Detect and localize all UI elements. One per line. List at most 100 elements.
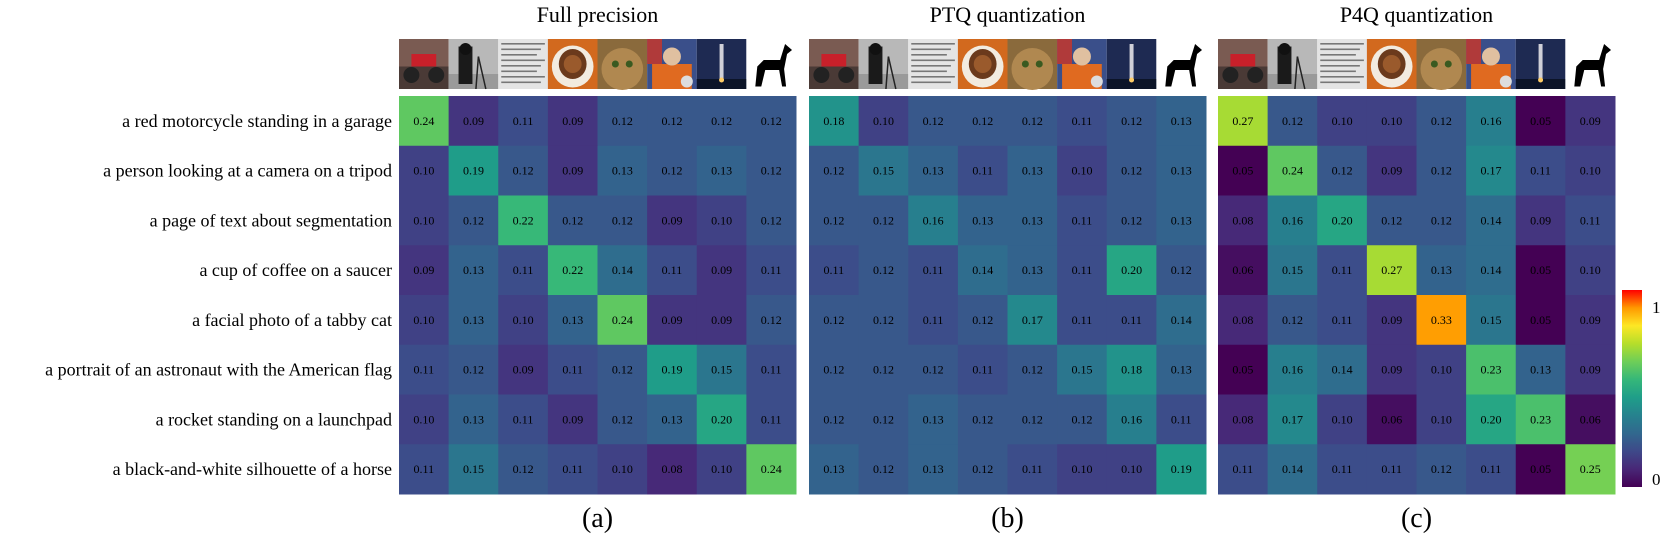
heatmap-cell [1057,444,1108,495]
cell-value-label: 0.05 [1530,114,1551,128]
heatmap-cell [1515,96,1566,147]
panel-caption: (a) [582,503,613,534]
cell-value-label: 0.13 [1022,213,1043,227]
cell-value-label: 0.09 [1530,213,1551,227]
cell-value-label: 0.11 [513,263,534,277]
heatmap-cell [647,245,698,296]
cell-value-label: 0.10 [1431,412,1452,426]
heatmap-cell [1416,344,1467,395]
heatmap-cell [1366,245,1417,296]
heatmap-cell [908,245,959,296]
cell-value-label: 0.19 [1171,462,1192,476]
heatmap-cell [597,145,648,196]
cell-value-label: 0.12 [1171,263,1192,277]
heatmap-cell [696,295,747,346]
rocket-thumbnail [696,39,747,89]
cell-value-label: 0.12 [661,114,682,128]
row-labels: a red motorcycle standing in a garage a p… [45,111,392,479]
heatmap-cell [1106,295,1157,346]
cell-value-label: 0.15 [1480,313,1501,327]
heatmap-cell [399,96,450,147]
cell-value-label: 0.13 [661,412,682,426]
cell-value-label: 0.12 [1121,164,1142,178]
cell-value-label: 0.11 [1121,313,1142,327]
cell-value-label: 0.09 [711,313,732,327]
cell-value-label: 0.15 [1282,263,1303,277]
heatmap-cell [399,145,450,196]
cell-value-label: 0.13 [1171,213,1192,227]
cell-value-label: 0.09 [661,313,682,327]
cell-value-label: 0.10 [1381,114,1402,128]
heatmap-cell [696,394,747,445]
colorbar: 1 0 [1622,290,1660,489]
cell-value-label: 0.16 [923,213,944,227]
cell-value-label: 0.12 [1282,313,1303,327]
heatmap-cell [647,145,698,196]
heatmap-cell [1057,96,1108,147]
heatmap-cell [809,344,860,395]
heatmap-cell [1156,444,1207,495]
cell-value-label: 0.14 [1282,462,1303,476]
cell-value-label: 0.12 [612,363,633,377]
row-label: a page of text about segmentation [150,210,392,230]
heatmap-cell [696,245,747,296]
cell-value-label: 0.33 [1431,313,1452,327]
heatmap-cell [1057,245,1108,296]
cell-value-label: 0.11 [414,462,435,476]
cell-value-label: 0.09 [1580,313,1601,327]
cell-value-label: 0.20 [711,412,732,426]
heatmap-cell [1515,295,1566,346]
heatmap-cell [1218,444,1269,495]
heatmap-cell [1466,295,1517,346]
heatmap-cell [1156,245,1207,296]
cell-value-label: 0.23 [1480,363,1501,377]
heatmap-cell [647,295,698,346]
heatmap-cell [1366,295,1417,346]
heatmap-cell [1156,195,1207,246]
cell-value-label: 0.11 [761,412,782,426]
heatmap-cell [809,394,860,445]
coffee-thumbnail [1366,39,1417,89]
heatmap-cell [908,195,959,246]
horse-silhouette-thumbnail [1565,39,1615,89]
heatmap-cell [746,96,797,147]
panel-caption: (c) [1401,503,1432,534]
heatmap-cell [1106,394,1157,445]
cell-value-label: 0.12 [612,213,633,227]
cell-value-label: 0.09 [711,263,732,277]
heatmap-cell [597,245,648,296]
heatmap-cell [696,145,747,196]
heatmap-cell [1366,444,1417,495]
heatmap-cell [448,195,499,246]
heatmap-cell [1106,344,1157,395]
cell-value-label: 0.09 [1381,363,1402,377]
cell-value-label: 0.08 [1232,213,1253,227]
heatmap-cell [1007,245,1058,296]
cell-value-label: 0.09 [1381,313,1402,327]
heatmap-cell [399,344,450,395]
cell-value-label: 0.11 [761,263,782,277]
cell-value-label: 0.09 [413,263,434,277]
cell-value-label: 0.09 [1580,363,1601,377]
rocket-thumbnail [1515,39,1566,89]
heatmap-cell [1565,195,1616,246]
heatmap-cell [1466,96,1517,147]
rocket-thumbnail [1106,39,1157,89]
heatmap-cell [1565,344,1616,395]
cell-value-label: 0.10 [413,313,434,327]
cell-value-label: 0.11 [513,114,534,128]
cell-value-label: 0.22 [562,263,583,277]
cell-value-label: 0.11 [1072,114,1093,128]
cell-value-label: 0.14 [1480,263,1501,277]
heatmap-cell [957,195,1008,246]
cell-value-label: 0.12 [1431,164,1452,178]
cell-value-label: 0.10 [1332,412,1353,426]
heatmap-cell [448,394,499,445]
heatmap-cell [1267,295,1318,346]
cell-value-label: 0.12 [1431,114,1452,128]
cell-value-label: 0.10 [711,462,732,476]
heatmap-cell [957,344,1008,395]
cell-value-label: 0.13 [972,213,993,227]
cell-value-label: 0.13 [823,462,844,476]
colorbar-gradient [1622,290,1642,487]
